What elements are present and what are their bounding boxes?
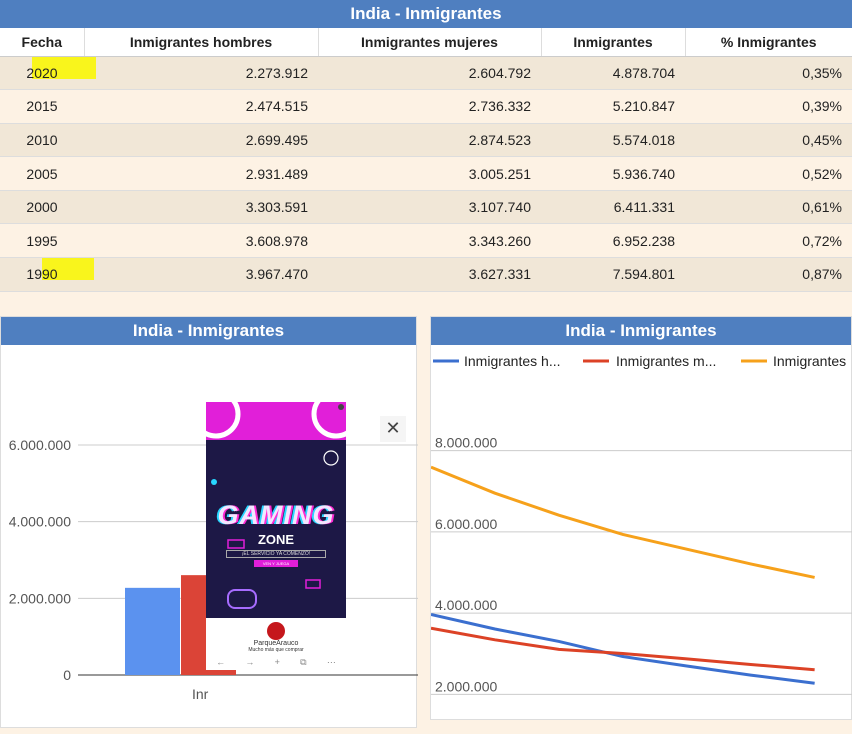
parque-arauco-logo-icon	[267, 622, 285, 640]
ad-top-banner	[191, 389, 361, 440]
line-series-total	[430, 465, 815, 579]
cell-year: 2015	[0, 89, 84, 124]
line-y-tick-label: 6.000.000	[435, 516, 497, 532]
header-inmigrantes-mujeres[interactable]: Inmigrantes mujeres	[318, 28, 542, 57]
table-row: 2015 2.474.515 2.736.332 5.210.847 0,39%	[0, 89, 852, 124]
ad-brand: ParqueArauco Mucho más que comprar	[206, 618, 346, 654]
cell-total: 4.878.704	[541, 56, 685, 91]
cell-total: 6.952.238	[541, 223, 685, 259]
cell-women: 3.343.260	[318, 223, 541, 259]
cell-total: 5.574.018	[541, 123, 685, 158]
cell-year-text: 2020	[26, 64, 58, 81]
header-inmigrantes-hombres[interactable]: Inmigrantes hombres	[84, 28, 319, 57]
cell-year: 2020	[0, 56, 96, 91]
cell-women: 2.604.792	[318, 56, 541, 91]
cell-women: 2.874.523	[318, 123, 541, 158]
cell-pct: 0,87%	[685, 257, 852, 292]
ad-tagline: ¡EL SERVICIO YA COMENZÓ!	[226, 550, 326, 558]
header-pct-inmigrantes[interactable]: % Inmigrantes	[685, 28, 852, 57]
cell-year-text: 1990	[26, 266, 58, 283]
highlight-mark	[42, 258, 94, 281]
bar-y-tick-label: 2.000.000	[9, 590, 71, 606]
table-row: 2000 3.303.591 3.107.740 6.411.331 0,61%	[0, 190, 852, 225]
highlight-mark	[32, 56, 96, 79]
line-chart: Inmigrantes h... Inmigrantes m... Inmigr…	[430, 353, 852, 734]
ad-headline: GAMING	[217, 500, 335, 530]
cell-men: 3.608.978	[84, 223, 318, 259]
table-title: India - Inmigrantes	[0, 0, 852, 28]
line-y-tick-label: 2.000.000	[435, 678, 497, 694]
table-row: 2010 2.699.495 2.874.523 5.574.018 0,45%	[0, 123, 852, 158]
table-row: 1990 3.967.470 3.627.331 7.594.801 0,87%	[0, 257, 852, 292]
cell-women: 3.627.331	[318, 257, 541, 292]
immigrants-table: Fecha Inmigrantes hombres Inmigrantes mu…	[0, 28, 852, 292]
cell-pct: 0,35%	[685, 56, 852, 91]
cell-men: 3.303.591	[84, 190, 318, 225]
bar-men	[125, 587, 180, 675]
cell-total: 7.594.801	[541, 257, 685, 292]
ad-controls: ← → + ⧉ ⋯	[206, 654, 346, 670]
bar-chart-title: India - Inmigrantes	[1, 317, 416, 345]
close-icon: ✕	[385, 418, 401, 438]
bar-category-label: Inr	[192, 686, 209, 702]
bar-y-tick-label: 6.000.000	[9, 437, 71, 453]
bar-y-tick-label: 0	[63, 667, 71, 683]
cell-men: 2.474.515	[84, 89, 318, 124]
table-row: 1995 3.608.978 3.343.260 6.952.238 0,72%	[0, 223, 852, 259]
legend-label-total[interactable]: Inmigrantes	[773, 353, 846, 369]
cell-pct: 0,39%	[685, 89, 852, 124]
cell-pct: 0,52%	[685, 156, 852, 191]
cell-men: 2.273.912	[84, 56, 318, 91]
cell-men: 3.967.470	[84, 257, 318, 292]
cell-women: 2.736.332	[318, 89, 541, 124]
cell-total: 5.210.847	[541, 89, 685, 124]
table-row: 2020 2.273.912 2.604.792 4.878.704 0,35%	[0, 56, 852, 91]
line-series-men	[430, 612, 815, 685]
table-row: 2005 2.931.489 3.005.251 5.936.740 0,52%	[0, 156, 852, 191]
table-header-row: Fecha Inmigrantes hombres Inmigrantes mu…	[0, 28, 852, 57]
line-chart-panel: India - Inmigrantes Inmigrantes h... Inm…	[430, 316, 852, 734]
header-inmigrantes[interactable]: Inmigrantes	[541, 28, 686, 57]
line-y-tick-label: 8.000.000	[435, 435, 497, 451]
cell-women: 3.107.740	[318, 190, 541, 225]
line-series-women	[430, 626, 815, 672]
cell-pct: 0,61%	[685, 190, 852, 225]
ad-brand-sub: Mucho más que comprar	[248, 647, 304, 653]
ad-overlay[interactable]: GAMING ZONE ¡EL SERVICIO YA COMENZÓ! VEN…	[191, 389, 361, 670]
cell-year: 1995	[0, 223, 84, 259]
cell-year: 1990	[0, 257, 94, 292]
cell-pct: 0,45%	[685, 123, 852, 158]
line-y-tick-label: 4.000.000	[435, 597, 497, 613]
ad-subheadline: ZONE	[257, 532, 295, 547]
ad-brand-name: ParqueArauco	[253, 640, 299, 647]
cell-men: 2.699.495	[84, 123, 318, 158]
plus-icon[interactable]: +	[274, 657, 280, 667]
line-chart-title: India - Inmigrantes	[431, 317, 851, 345]
legend-label-women[interactable]: Inmigrantes m...	[616, 353, 716, 369]
close-ad-button[interactable]: ✕	[380, 416, 406, 442]
forward-arrow-icon[interactable]: →	[245, 657, 255, 667]
cell-total: 6.411.331	[541, 190, 685, 225]
back-arrow-icon[interactable]: ←	[216, 657, 226, 667]
cell-pct: 0,72%	[685, 223, 852, 259]
cell-year: 2000	[0, 190, 84, 225]
more-icon[interactable]: ⋯	[326, 656, 336, 667]
legend-label-men[interactable]: Inmigrantes h...	[464, 353, 561, 369]
ad-cta-button[interactable]: VEN Y JUEGA	[254, 560, 298, 567]
cell-year: 2005	[0, 156, 84, 191]
bar-y-tick-label: 4.000.000	[9, 514, 71, 530]
cell-year: 2010	[0, 123, 84, 158]
cell-total: 5.936.740	[541, 156, 685, 191]
copy-icon[interactable]: ⧉	[300, 656, 307, 667]
cell-men: 2.931.489	[84, 156, 318, 191]
header-fecha[interactable]: Fecha	[0, 28, 85, 57]
cell-women: 3.005.251	[318, 156, 541, 191]
ad-image[interactable]: GAMING ZONE ¡EL SERVICIO YA COMENZÓ! VEN…	[206, 440, 346, 618]
